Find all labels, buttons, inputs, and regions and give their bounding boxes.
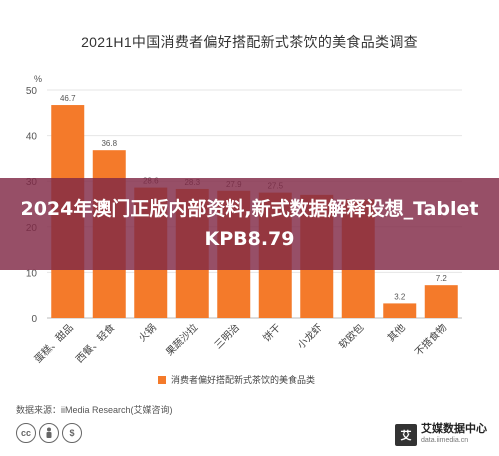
- legend: 消费者偏好搭配新式茶饮的美食品类: [158, 373, 315, 386]
- legend-swatch: [158, 375, 166, 384]
- x-tick-label: 软欧包: [336, 321, 366, 351]
- x-tick-label: 其他: [385, 321, 408, 344]
- cc-icon: cc: [16, 423, 36, 443]
- data-label: 7.2: [436, 274, 448, 283]
- bar: [383, 303, 417, 318]
- overlay-text: 2024年澳门正版内部资料,新式数据解释设想_TabletKPB8.79: [20, 198, 479, 250]
- brand-url: data.iimedia.cn: [421, 437, 469, 444]
- x-tick-label: 西餐、轻食: [73, 321, 118, 366]
- data-label: 3.2: [394, 292, 406, 301]
- x-tick-label: 不搭食物: [412, 321, 449, 358]
- y-tick-label: 50: [26, 86, 38, 97]
- brand-name: 艾媒数据中心: [421, 423, 487, 435]
- x-tick-label: 饼干: [260, 321, 283, 344]
- y-axis-unit: %: [34, 74, 42, 84]
- data-label: 36.8: [101, 139, 117, 148]
- brand-logo: 艾 艾媒数据中心 data.iimedia.cn: [395, 424, 487, 446]
- license-icons: cc $: [16, 423, 82, 443]
- legend-label: 消费者偏好搭配新式茶饮的美食品类: [171, 375, 316, 385]
- overlay-banner: 2024年澳门正版内部资料,新式数据解释设想_TabletKPB8.79: [0, 178, 499, 270]
- x-tick-label: 三明治: [211, 321, 241, 351]
- x-tick-label: 火锅: [136, 322, 159, 345]
- brand-mark: 艾: [395, 424, 417, 446]
- x-tick-label: 果蔬沙拉: [163, 321, 200, 358]
- chart-title: 2021H1中国消费者偏好搭配新式茶饮的美食品类调查: [81, 34, 418, 50]
- bar: [424, 285, 458, 318]
- y-tick-label: 0: [31, 314, 37, 325]
- person-icon: [39, 423, 59, 443]
- source-note: 数据来源：iiMedia Research(艾媒咨询): [16, 405, 173, 415]
- nc-icon: $: [62, 423, 82, 443]
- x-tick-label: 蛋糕、甜品: [31, 321, 76, 366]
- x-tick-label: 小龙虾: [294, 321, 324, 351]
- data-label: 46.7: [60, 94, 76, 103]
- y-tick-label: 40: [26, 132, 38, 143]
- y-tick-label: 10: [26, 268, 38, 279]
